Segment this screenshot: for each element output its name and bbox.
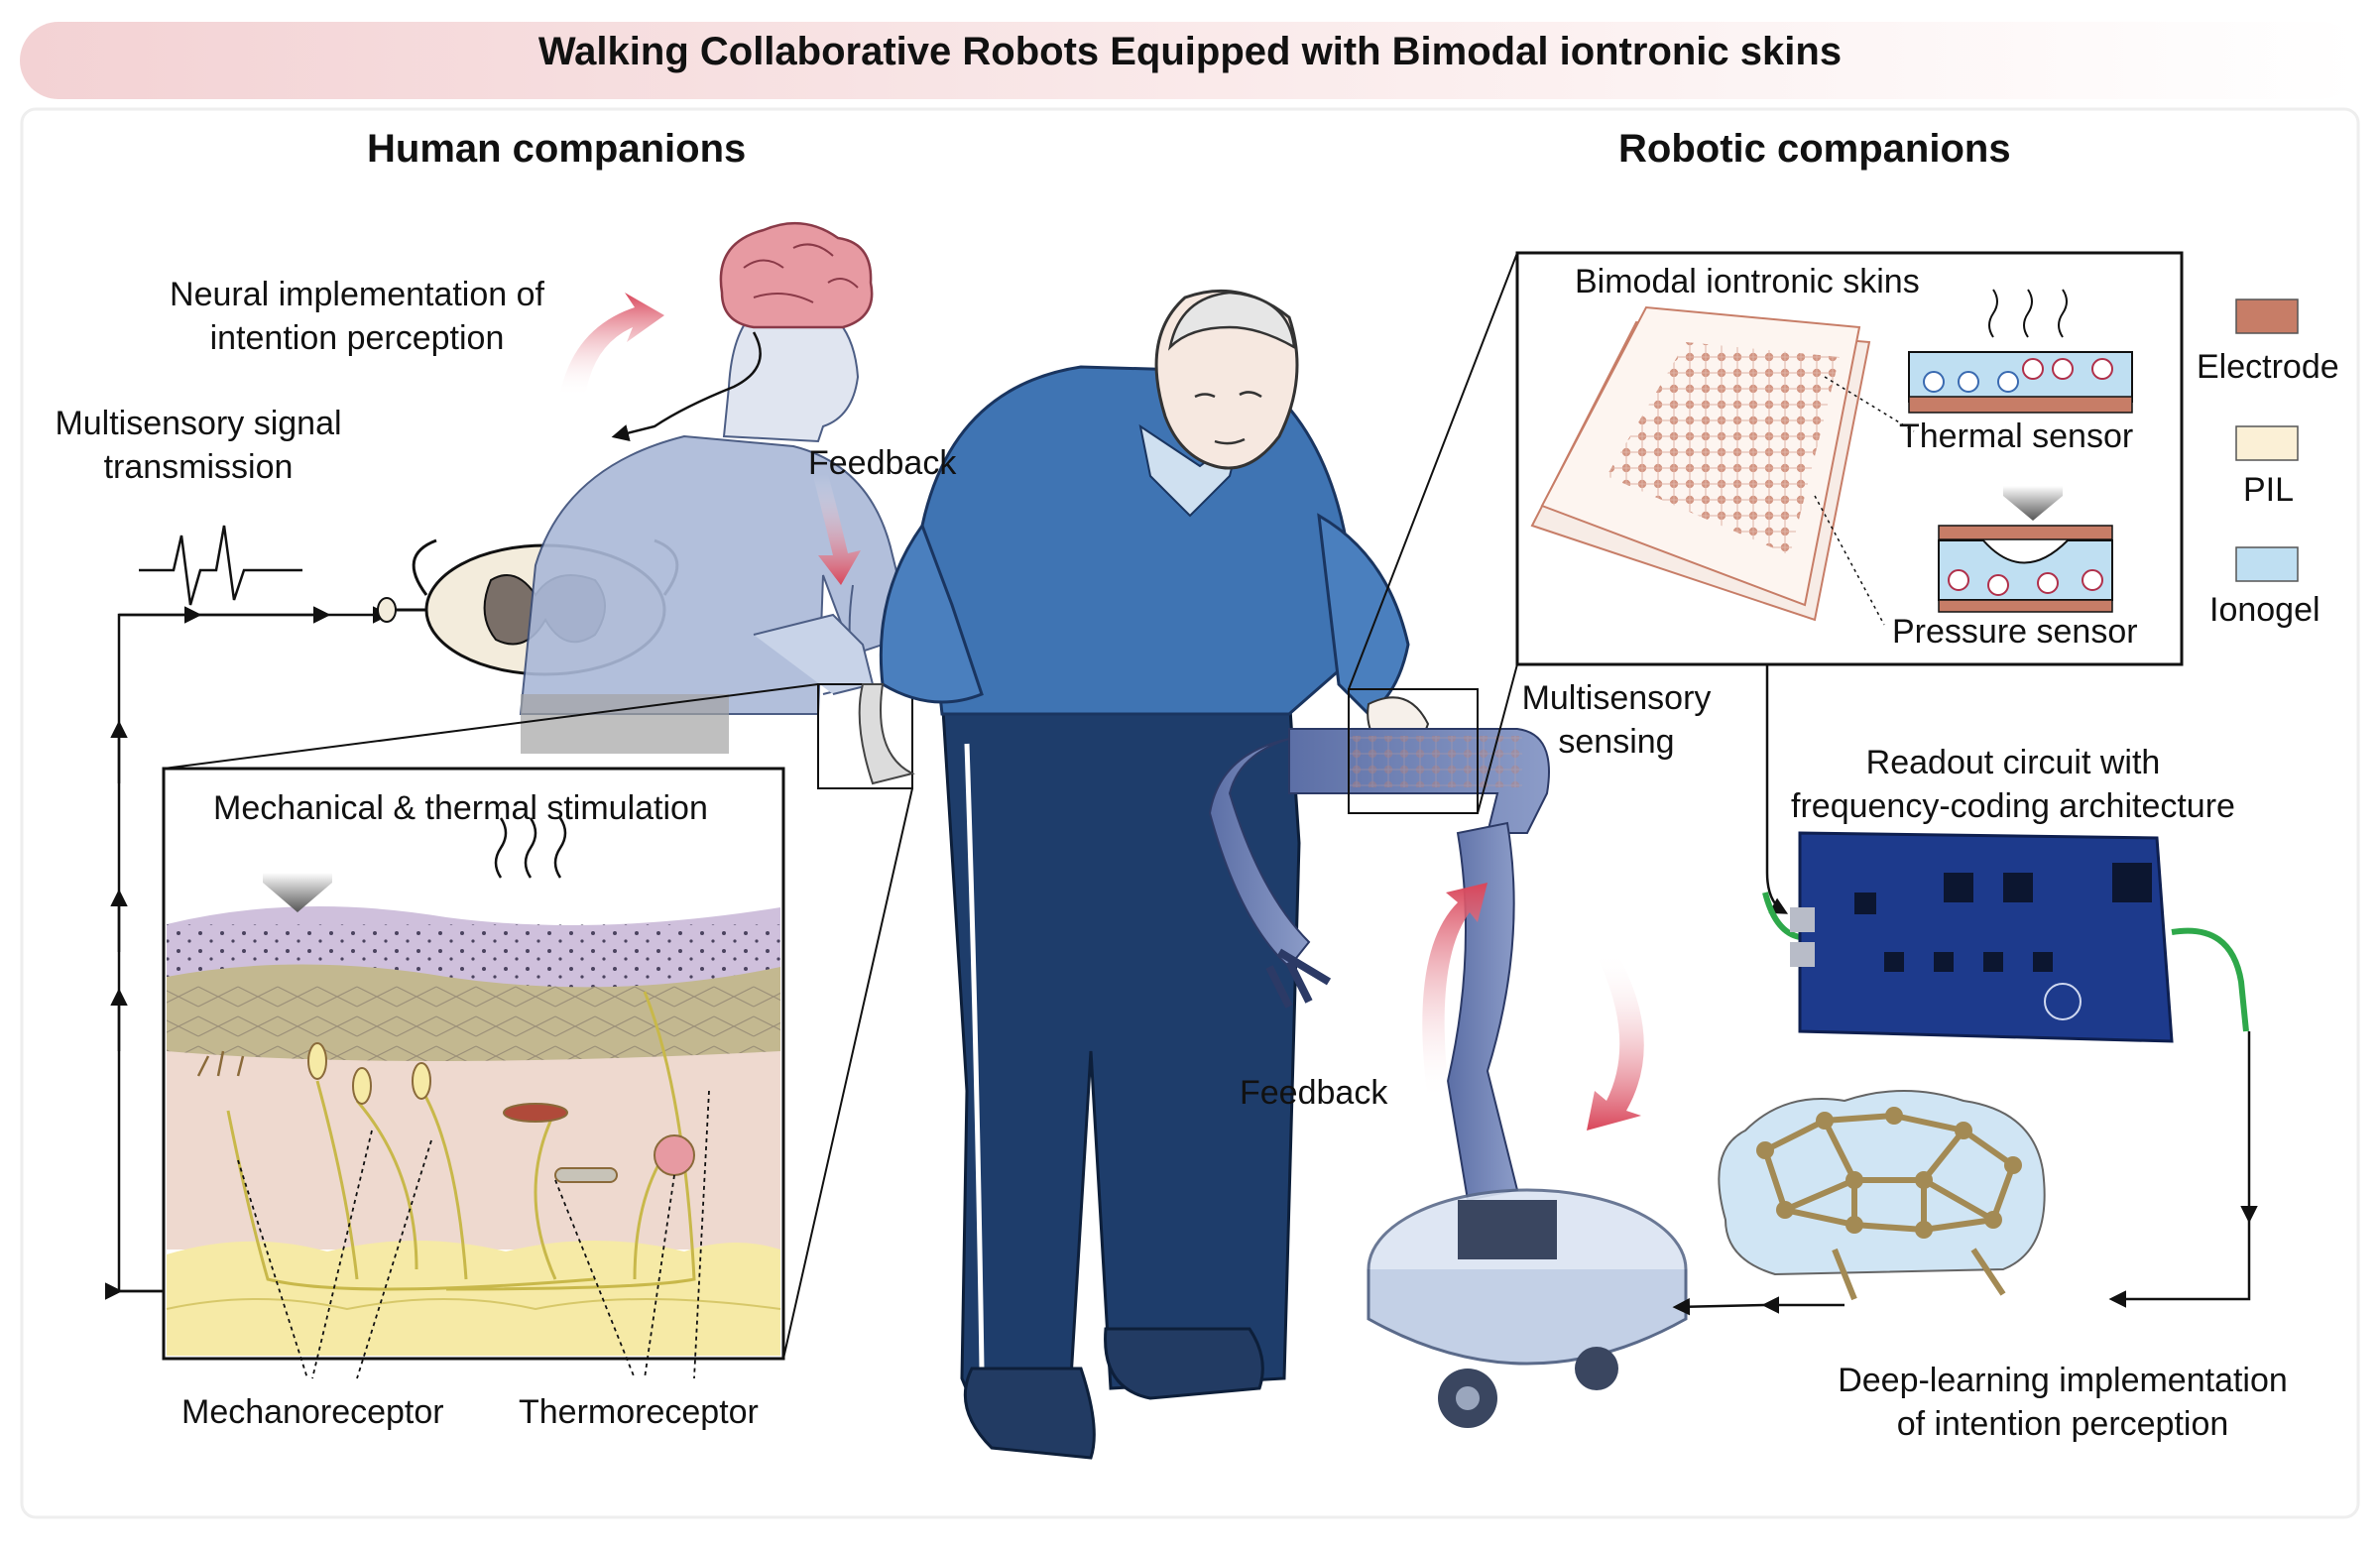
red-arrow-down-robot <box>1587 952 1644 1131</box>
skins-inset <box>1515 251 2184 666</box>
label-deep-line2: of intention perception <box>1896 1405 2229 1443</box>
header-band <box>20 22 2360 99</box>
legend <box>2235 298 2299 582</box>
figure-title: Walking Collaborative Robots Equipped wi… <box>537 30 1843 73</box>
label-multisensory-sensing: Multisensory sensing <box>1507 676 1726 764</box>
figure-frame <box>20 107 2360 1519</box>
legend-label-ionogel: Ionogel <box>2209 591 2320 629</box>
label-thermoreceptor: Thermoreceptor <box>519 1393 759 1431</box>
robot-skin-patch <box>1349 736 1522 787</box>
zoom-lines-right <box>1348 252 1518 814</box>
red-arrow-feedback-top <box>813 474 861 585</box>
output-arrows <box>1672 1296 1844 1316</box>
label-neural-line2: intention perception <box>209 319 505 357</box>
legend-label-pil: PIL <box>2243 471 2295 509</box>
spike-waveform <box>139 525 302 606</box>
readout-circuit <box>1762 664 2258 1308</box>
signal-loop <box>105 606 391 1300</box>
label-stimulation: Mechanical & thermal stimulation <box>213 789 708 827</box>
label-bimodal-skins: Bimodal iontronic skins <box>1575 263 1920 300</box>
pressure-arrow <box>263 873 332 912</box>
brain-icon <box>719 221 874 329</box>
label-sensing-line1: Multisensory <box>1521 679 1712 717</box>
section-human-companions: Human companions <box>367 127 747 171</box>
label-neural-implementation: Neural implementation of intention perce… <box>149 273 565 360</box>
robot-arm <box>1208 728 1688 1428</box>
neural-net-brain-icon <box>1718 1090 2046 1301</box>
label-multisensory-line2: transmission <box>103 448 294 486</box>
skin-inset <box>162 767 785 1379</box>
heat-waves <box>494 817 567 879</box>
label-readout-line2: frequency-coding architecture <box>1791 787 2235 825</box>
label-deep-learning: Deep-learning implementation of intentio… <box>1805 1359 2320 1446</box>
label-multisensory-transmission: Multisensory signal transmission <box>30 402 367 489</box>
label-readout-line1: Readout circuit with <box>1865 744 2161 781</box>
label-readout-circuit: Readout circuit with frequency-coding ar… <box>1765 741 2261 828</box>
legend-swatch-electrode <box>2235 298 2299 334</box>
label-pressure-sensor: Pressure sensor <box>1892 613 2138 651</box>
section-robotic-companions: Robotic companions <box>1618 127 2011 171</box>
legend-label-electrode: Electrode <box>2197 348 2339 386</box>
human-caregiver <box>519 296 914 754</box>
elderly-man <box>858 289 1430 1460</box>
label-mechanoreceptor: Mechanoreceptor <box>181 1393 444 1431</box>
label-neural-line1: Neural implementation of <box>170 276 544 313</box>
legend-swatch-pil <box>2235 425 2299 461</box>
label-multisensory-line1: Multisensory signal <box>55 405 342 442</box>
nerve-path <box>611 331 762 442</box>
red-arrow-neural <box>560 293 664 397</box>
legend-swatch-ionogel <box>2235 546 2299 582</box>
label-feedback-bottom: Feedback <box>1240 1074 1388 1112</box>
label-deep-line1: Deep-learning implementation <box>1838 1362 2288 1399</box>
label-thermal-sensor: Thermal sensor <box>1899 417 2134 455</box>
label-sensing-line2: sensing <box>1558 723 1675 761</box>
label-feedback-top: Feedback <box>808 444 957 482</box>
red-arrow-up-robot <box>1422 883 1488 1101</box>
